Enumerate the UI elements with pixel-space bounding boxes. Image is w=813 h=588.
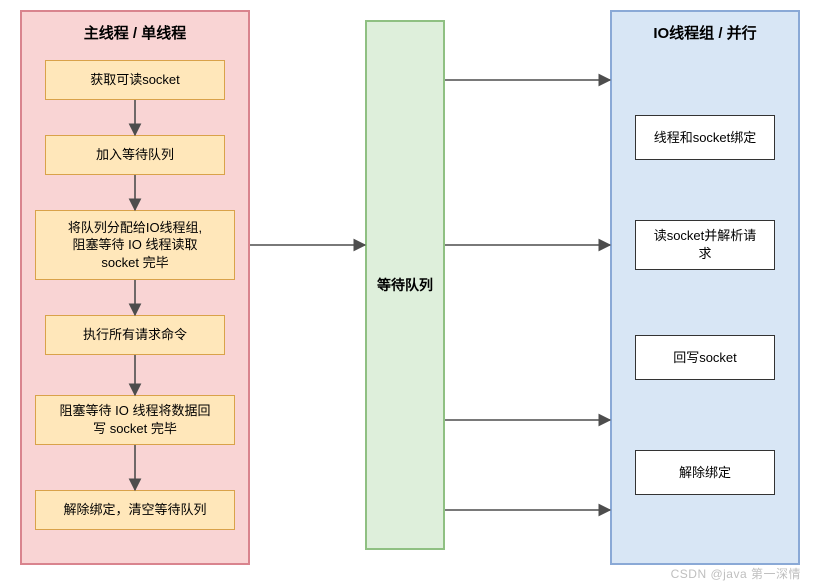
- io-thread-title: IO线程组 / 并行: [612, 12, 798, 49]
- main-step-4: 执行所有请求命令: [45, 315, 225, 355]
- main-thread-title: 主线程 / 单线程: [22, 12, 248, 49]
- io-step-1: 线程和socket绑定: [635, 115, 775, 160]
- io-step-3: 回写socket: [635, 335, 775, 380]
- io-step-4: 解除绑定: [635, 450, 775, 495]
- main-step-5: 阻塞等待 IO 线程将数据回 写 socket 完毕: [35, 395, 235, 445]
- main-step-6: 解除绑定，清空等待队列: [35, 490, 235, 530]
- wait-queue-panel: 等待队列: [365, 20, 445, 550]
- main-step-2: 加入等待队列: [45, 135, 225, 175]
- wait-queue-label: 等待队列: [377, 275, 433, 295]
- main-step-3: 将队列分配给IO线程组, 阻塞等待 IO 线程读取 socket 完毕: [35, 210, 235, 280]
- watermark: CSDN @java 第一深情: [671, 565, 801, 582]
- io-step-2: 读socket并解析请 求: [635, 220, 775, 270]
- main-step-1: 获取可读socket: [45, 60, 225, 100]
